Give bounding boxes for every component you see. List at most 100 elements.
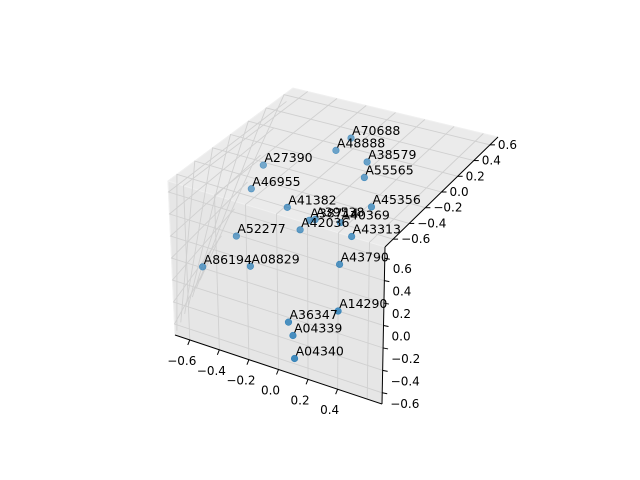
x-tick-label: −0.2 <box>226 374 255 388</box>
point-label-A86194: A86194 <box>204 252 252 267</box>
data-point-A36347 <box>284 318 293 326</box>
point-label-A46955: A46955 <box>252 174 300 189</box>
data-point-A27390 <box>259 161 267 169</box>
gridline-y <box>167 101 385 259</box>
data-point-A04340 <box>290 354 299 363</box>
gridline-z <box>191 120 458 298</box>
x-tick-mark <box>187 339 191 346</box>
z-tick-label: 0.0 <box>450 185 469 199</box>
y-tick-label: −0.2 <box>391 352 420 366</box>
x-tick-label: 0.0 <box>261 384 280 398</box>
chart-panes <box>166 87 499 405</box>
point-label-A70688: A70688 <box>352 123 400 138</box>
chart-gridlines <box>167 91 491 400</box>
x-tick-mark <box>276 369 279 375</box>
point-label-A38714: A38714 <box>310 205 358 220</box>
y-tick-label: 0.2 <box>392 307 411 321</box>
chart-tick-labels: −0.6−0.4−0.20.00.20.4 −0.6−0.4−0.20.00.20… <box>167 138 517 417</box>
point-label-A04339: A04339 <box>294 321 342 336</box>
point-label-A52277: A52277 <box>237 221 285 236</box>
data-point-A14290 <box>334 307 342 315</box>
point-label-A55565: A55565 <box>365 163 413 178</box>
point-label-A43790: A43790 <box>341 249 389 264</box>
point-label-A04340: A04340 <box>296 343 344 358</box>
x-tick-label: −0.4 <box>197 364 226 378</box>
z-tick-label: 0.6 <box>498 138 517 152</box>
y-tick-mark <box>382 347 389 350</box>
data-point-A43313 <box>348 232 356 241</box>
point-label-A40369: A40369 <box>341 208 389 223</box>
point-label-A27390: A27390 <box>264 150 312 165</box>
data-point-A08829 <box>246 262 255 270</box>
y-tick-mark <box>383 325 389 327</box>
z-tick-label: −0.6 <box>401 232 430 246</box>
y-tick-mark <box>384 280 390 283</box>
x-tick-mark <box>305 379 309 385</box>
data-point-A40369 <box>336 219 345 227</box>
x-tick-mark <box>216 349 220 355</box>
y-tick-label: −0.6 <box>390 397 419 411</box>
point-label-A48888: A48888 <box>337 135 385 150</box>
data-point-A38579 <box>363 158 371 166</box>
y-tick-label: 0.0 <box>392 330 411 344</box>
data-point-A43790 <box>335 260 344 268</box>
data-point-A52277 <box>232 232 240 240</box>
gridline-z <box>184 147 426 315</box>
point-label-A42036: A42036 <box>301 215 349 230</box>
z-tick-label: 0.2 <box>466 169 485 183</box>
z-tick-label: 0.4 <box>482 154 501 168</box>
gridline-x <box>276 112 396 370</box>
point-label-A43313: A43313 <box>353 222 401 237</box>
z-tick-label: −0.2 <box>433 201 462 215</box>
point-label-A45356: A45356 <box>372 192 420 207</box>
gridline-y <box>172 235 383 371</box>
x-tick-label: 0.2 <box>291 393 310 407</box>
data-point-A04339 <box>289 331 297 340</box>
data-point-A41382 <box>283 203 291 211</box>
y-tick-mark <box>383 302 390 305</box>
gridline-x <box>245 105 367 360</box>
point-label-A14290: A14290 <box>339 296 387 311</box>
gridline-x <box>214 98 338 350</box>
gridline-z <box>188 133 442 306</box>
x-tick-mark <box>335 389 339 395</box>
gridline-z <box>199 94 491 281</box>
data-point-A55565 <box>360 173 368 182</box>
y-tick-label: −0.4 <box>391 374 420 388</box>
x-tick-label: 0.4 <box>320 403 339 417</box>
z-tick-label: −0.4 <box>417 216 446 230</box>
point-label-A41382: A41382 <box>288 192 336 207</box>
gridline-x <box>183 91 308 340</box>
y-tick-mark <box>384 257 390 260</box>
data-point-A70688 <box>347 134 355 142</box>
gridline-y <box>168 127 385 282</box>
data-point-A48888 <box>332 146 340 154</box>
gridline-y <box>169 154 385 304</box>
data-point-A46955 <box>247 185 255 193</box>
gridline-x <box>337 126 455 390</box>
gridline-z <box>176 173 394 331</box>
gridline-z <box>195 107 474 289</box>
point-label-A39538: A39538 <box>316 205 364 220</box>
y-tick-label: 0.4 <box>392 285 411 299</box>
data-point-A86194 <box>199 263 207 271</box>
gridline-x <box>307 119 426 380</box>
point-label-A08829: A08829 <box>251 251 299 266</box>
y-tick-mark <box>382 392 388 395</box>
gridline-y <box>170 181 384 326</box>
point-label-A36347: A36347 <box>289 307 337 322</box>
y-tick-label: 0.6 <box>393 262 412 276</box>
gridline-z <box>180 160 410 323</box>
gridline-x <box>366 133 484 400</box>
data-point-A39538 <box>311 215 319 224</box>
data-point-A45356 <box>367 203 376 211</box>
y-tick-mark <box>382 369 388 372</box>
chart-points <box>199 134 376 363</box>
point-label-A38579: A38579 <box>368 147 416 162</box>
gridline-y <box>171 208 384 349</box>
x-tick-label: −0.6 <box>167 354 196 368</box>
data-point-A42036 <box>296 226 304 234</box>
x-tick-mark <box>246 359 250 365</box>
